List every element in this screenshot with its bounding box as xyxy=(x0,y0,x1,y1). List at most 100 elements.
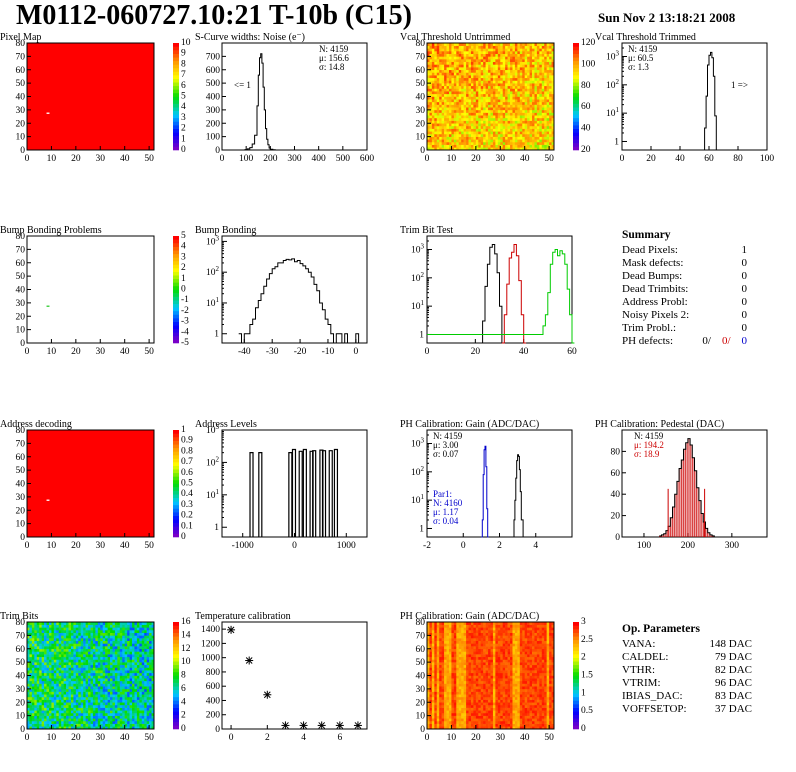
palette-swatch xyxy=(173,679,179,683)
heatmap-cell xyxy=(512,83,516,87)
heatmap-cell xyxy=(127,723,130,727)
y-tick-label: 500 xyxy=(206,79,221,89)
heatmap-cell xyxy=(80,699,84,703)
heatmap-cell xyxy=(473,77,477,81)
heatmap-cell xyxy=(519,96,523,100)
heatmap-cell xyxy=(136,699,140,703)
heatmap-cell xyxy=(431,91,435,95)
heatmap-cell xyxy=(519,64,523,68)
heatmap-cell xyxy=(539,48,543,52)
heatmap-cell xyxy=(119,726,123,730)
heatmap-cell xyxy=(429,144,433,148)
heatmap-cell xyxy=(149,688,152,692)
heatmap-cell xyxy=(492,112,496,116)
heatmap-cell xyxy=(529,43,533,46)
stat-label: μ: 156.6 xyxy=(319,53,349,63)
heatmap-cell xyxy=(127,627,130,631)
heatmap-cell xyxy=(451,101,455,105)
heatmap-cell xyxy=(73,648,77,652)
heatmap-cell xyxy=(505,99,508,103)
heatmap-cell xyxy=(63,691,67,695)
heatmap-cell xyxy=(427,107,430,111)
heatmap-cell xyxy=(48,702,52,706)
heatmap-cell xyxy=(44,696,47,700)
heatmap-cell xyxy=(524,69,528,73)
heatmap-cell xyxy=(507,75,511,79)
heatmap-cell xyxy=(63,726,67,730)
heatmap-cell xyxy=(497,120,501,124)
heatmap-cell xyxy=(534,75,538,79)
heatmap-cell xyxy=(458,69,462,73)
heatmap-cell xyxy=(461,107,464,111)
heatmap-cell xyxy=(44,691,47,695)
palette-label: 14 xyxy=(181,630,191,640)
heatmap-cell xyxy=(100,627,104,631)
heatmap-cell xyxy=(451,123,455,127)
heatmap-cell xyxy=(110,622,113,625)
heatmap-cell xyxy=(146,710,150,714)
heatmap-cell xyxy=(524,45,528,49)
heatmap-cell xyxy=(92,622,96,625)
heatmap-cell xyxy=(536,131,540,135)
heatmap-cell xyxy=(475,117,479,121)
heatmap-cell xyxy=(527,43,530,46)
heatmap-cell xyxy=(453,69,457,73)
heatmap-cell xyxy=(53,627,57,631)
heatmap-cell xyxy=(529,96,533,100)
heatmap-cell xyxy=(44,699,47,703)
heatmap-cell xyxy=(466,144,469,148)
heatmap-cell xyxy=(75,630,79,633)
heatmap-cell xyxy=(431,72,435,76)
heatmap-cell xyxy=(29,635,33,639)
heatmap-cell xyxy=(141,688,145,692)
heatmap-cell xyxy=(512,64,516,68)
heatmap-cell xyxy=(134,667,138,671)
heatmap-cell xyxy=(546,59,550,63)
heatmap-cell xyxy=(105,718,108,722)
heatmap-cell xyxy=(495,120,499,124)
heatmap-cell xyxy=(524,99,528,103)
heatmap-cell xyxy=(68,638,72,642)
heatmap-cell xyxy=(527,72,530,76)
heatmap-cell xyxy=(485,91,489,95)
heatmap-cell xyxy=(507,43,511,46)
heatmap-cell xyxy=(124,654,128,658)
heatmap-cell xyxy=(85,662,89,666)
heatmap-cell xyxy=(110,672,113,676)
heatmap-cell xyxy=(127,672,130,676)
heatmap-cell xyxy=(541,115,545,119)
heatmap-cell xyxy=(70,694,74,698)
heatmap-cell xyxy=(44,712,47,716)
heatmap-cell xyxy=(97,672,101,676)
heatmap-cell xyxy=(480,91,484,95)
heatmap-cell xyxy=(441,109,445,113)
heatmap-cell xyxy=(151,654,155,658)
heatmap-cell xyxy=(448,117,452,121)
heatmap-cell xyxy=(68,718,72,722)
heatmap-cell xyxy=(510,51,513,54)
heatmap-cell xyxy=(527,88,530,92)
heatmap-cell xyxy=(85,643,89,647)
heatmap-cell xyxy=(502,69,506,73)
heatmap-cell xyxy=(132,718,135,722)
heatmap-cell xyxy=(429,115,433,119)
heatmap-cell xyxy=(36,654,40,658)
heatmap-cell xyxy=(83,656,86,660)
heatmap-cell xyxy=(446,48,450,52)
heatmap-cell xyxy=(429,133,433,137)
heatmap-cell xyxy=(85,694,89,698)
heatmap-cell xyxy=(105,672,108,676)
bump-problems-cells xyxy=(27,236,154,343)
vcal-untrimmed-cells xyxy=(427,43,555,151)
heatmap-cell xyxy=(502,147,506,151)
heatmap-cell xyxy=(439,99,442,103)
heatmap-cell xyxy=(546,144,550,148)
heatmap-cell xyxy=(107,704,111,708)
data-point xyxy=(335,721,344,730)
heatmap-cell xyxy=(539,45,543,49)
heatmap-cell xyxy=(61,622,64,625)
x-tick-label: 0 xyxy=(425,154,430,164)
heatmap-cell xyxy=(448,91,452,95)
heatmap-cell xyxy=(446,104,450,108)
heatmap-cell xyxy=(510,131,513,135)
